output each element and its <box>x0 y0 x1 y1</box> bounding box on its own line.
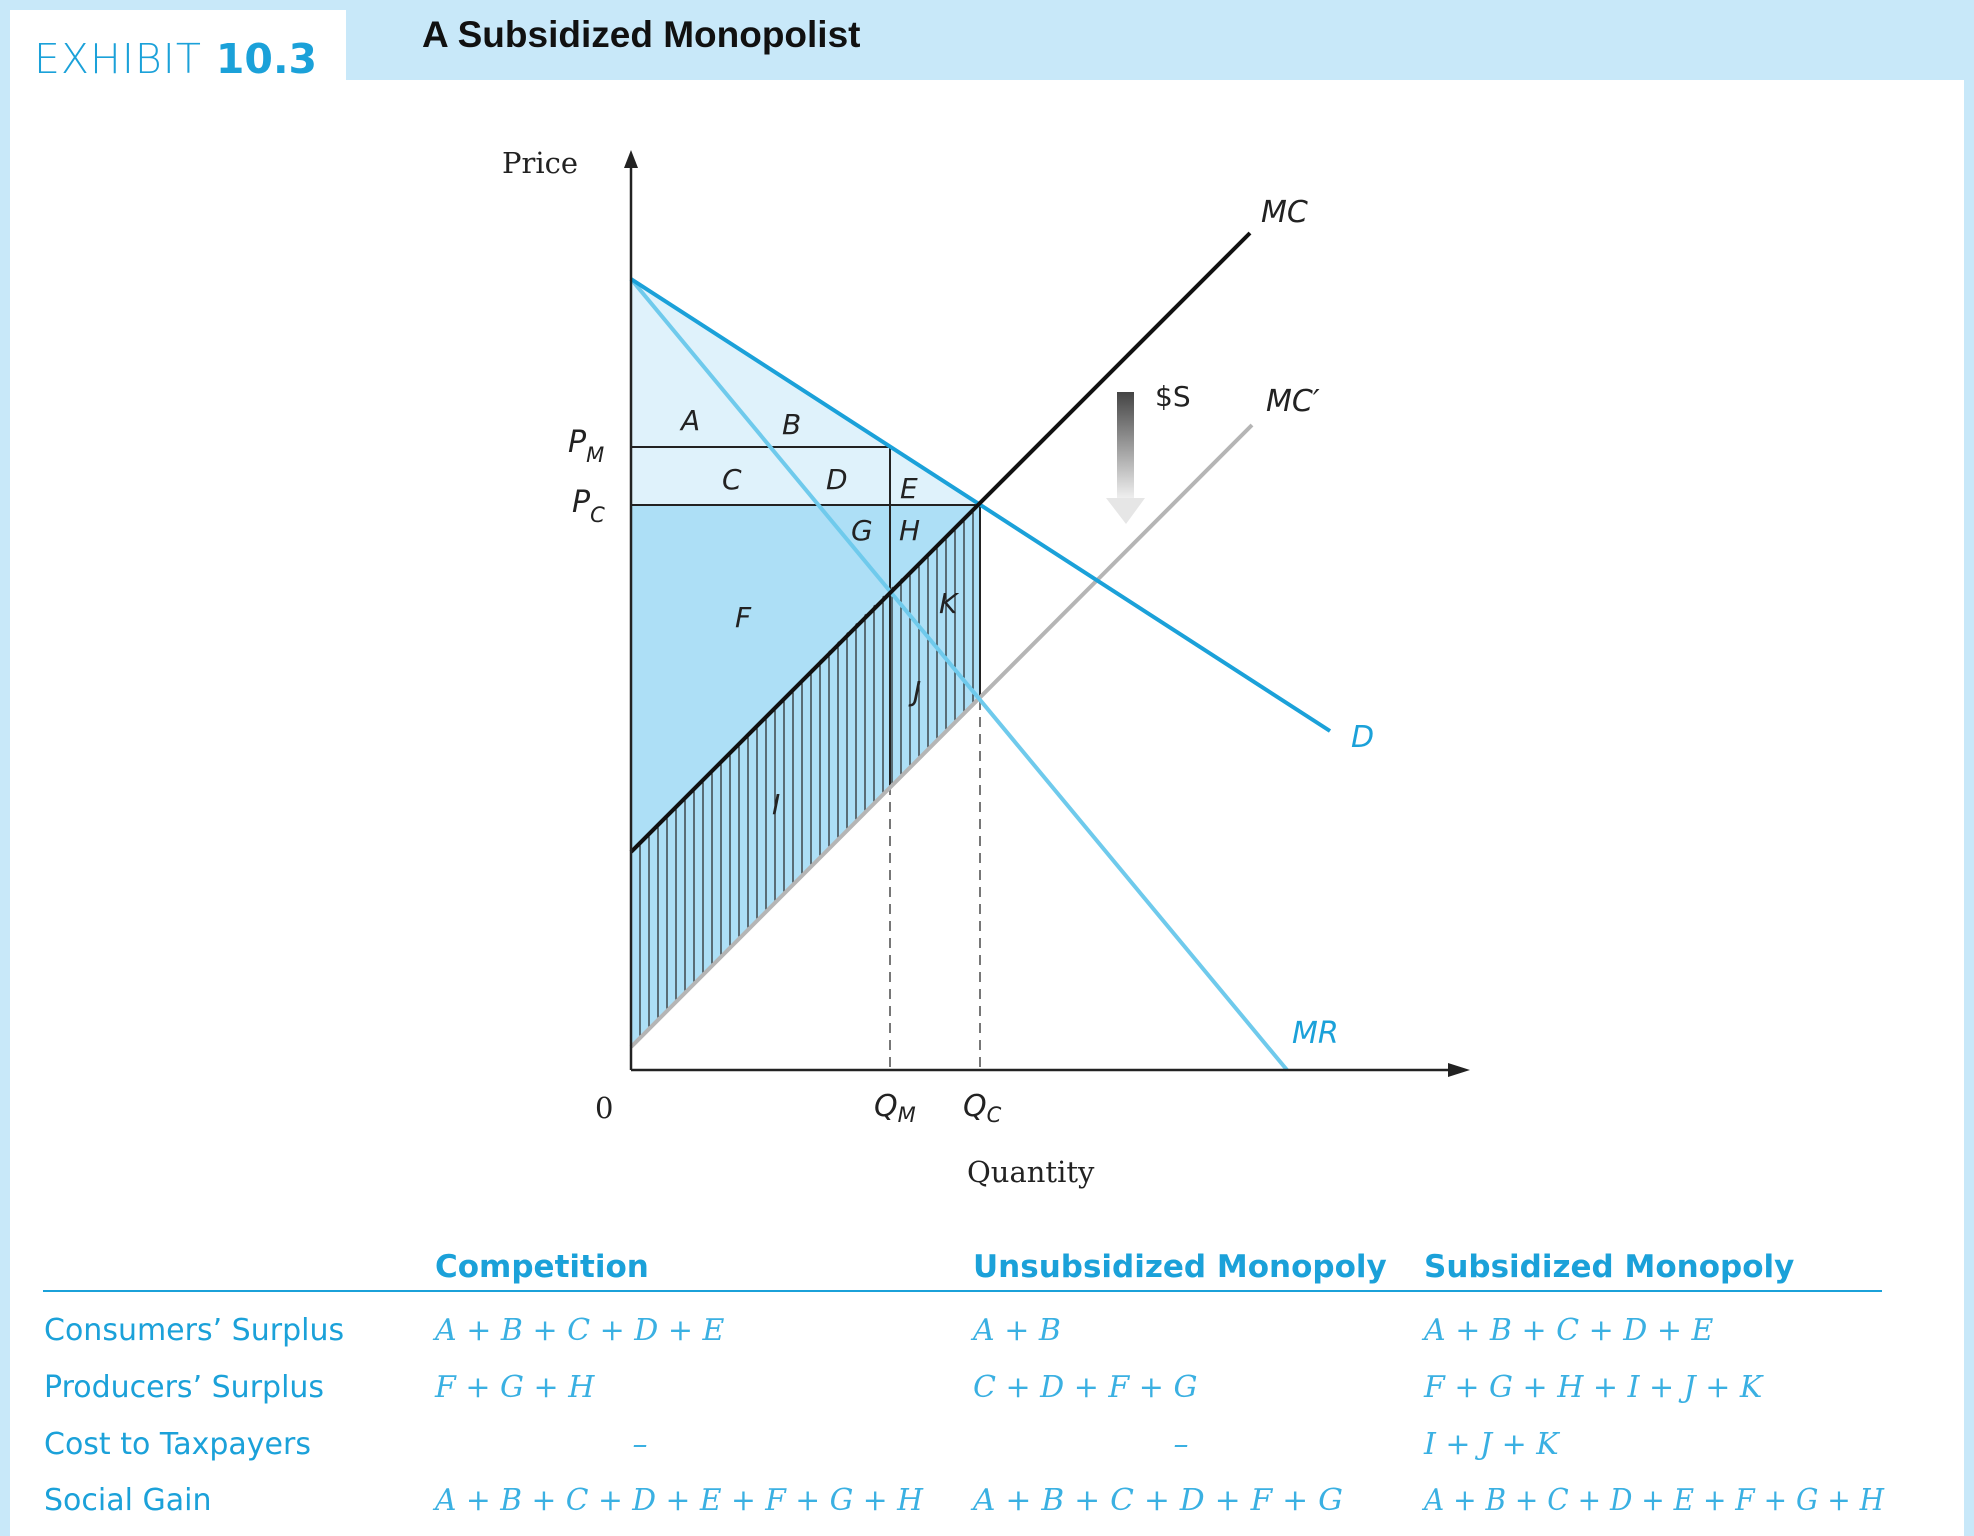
mr-label: MR <box>1292 1016 1339 1051</box>
subsidy-arrow-icon <box>1106 392 1145 524</box>
region-c-label: C <box>722 463 742 496</box>
mc-label: MC <box>1261 195 1308 230</box>
mc-curve <box>629 231 1252 854</box>
cell-social-subsidized: A + B + C + D + E + F + G + H <box>1421 1483 1885 1518</box>
pm-main: P <box>568 425 587 460</box>
cell-social-competition: A + B + C + D + E + F + G + H <box>432 1483 924 1518</box>
region-i-label: I <box>772 788 780 821</box>
region-d-label: D <box>826 463 848 496</box>
region-ijk-fill <box>631 505 980 1047</box>
cell-consumers-subsidized: A + B + C + D + E <box>1421 1313 1714 1348</box>
region-e-label: E <box>900 472 918 505</box>
qm-main: Q <box>874 1089 898 1124</box>
x-axis-arrowhead <box>1448 1063 1470 1077</box>
region-h-label: H <box>899 514 920 547</box>
exhibit-word: EXHIBIT <box>34 34 202 83</box>
cell-cost-competition: – <box>633 1427 648 1462</box>
y-axis-arrowhead <box>624 150 638 168</box>
region-cde-fill <box>631 447 980 505</box>
region-a-label: A <box>679 404 700 437</box>
mr-curve <box>629 277 1289 1072</box>
mc-prime-label: MC′ <box>1266 384 1320 419</box>
region-f-label: F <box>735 601 752 634</box>
region-k-label: K <box>939 587 960 620</box>
qm-label: QM <box>874 1089 916 1127</box>
cell-cost-subsidized: I + J + K <box>1423 1427 1560 1462</box>
qc-main: Q <box>963 1089 987 1124</box>
y-axis-label: Price <box>502 146 578 180</box>
row-label-producers-surplus: Producers’ Surplus <box>44 1370 324 1405</box>
pc-main: P <box>572 485 591 520</box>
row-label-social-gain: Social Gain <box>44 1483 211 1518</box>
region-b-label: B <box>782 408 801 441</box>
x-axis-label: Quantity <box>967 1155 1095 1189</box>
cell-producers-unsubsidized: C + D + F + G <box>973 1370 1197 1405</box>
pc-label: PC <box>572 485 605 527</box>
table-header-competition: Competition <box>435 1249 649 1285</box>
row-label-consumers-surplus: Consumers’ Surplus <box>44 1313 344 1348</box>
pm-label: PM <box>568 425 604 467</box>
qc-label: QC <box>963 1089 1002 1127</box>
mc-prime-curve <box>629 423 1254 1049</box>
demand-label: D <box>1351 720 1374 755</box>
exhibit-badge: EXHIBIT 10.3 <box>10 10 346 107</box>
qc-sub: C <box>987 1103 1002 1127</box>
cell-producers-competition: F + G + H <box>434 1370 595 1405</box>
region-fgh-fill <box>631 505 980 852</box>
cell-producers-subsidized: F + G + H + I + J + K <box>1423 1370 1764 1405</box>
cell-consumers-competition: A + B + C + D + E <box>432 1313 725 1348</box>
region-g-label: G <box>851 514 873 547</box>
exhibit-title: A Subsidized Monopolist <box>422 14 861 55</box>
row-label-cost-to-taxpayers: Cost to Taxpayers <box>44 1427 311 1462</box>
cell-consumers-unsubsidized: A + B <box>970 1313 1061 1348</box>
table-header-unsubsidized: Unsubsidized Monopoly <box>973 1249 1387 1285</box>
subsidy-label: $S <box>1155 380 1191 413</box>
origin-label: 0 <box>595 1091 613 1125</box>
content-panel <box>10 80 1964 1536</box>
pm-sub: M <box>586 443 604 467</box>
pc-sub: C <box>590 503 605 527</box>
cell-social-unsubsidized: A + B + C + D + F + G <box>970 1483 1343 1518</box>
cell-cost-unsubsidized: – <box>1174 1427 1189 1462</box>
qm-sub: M <box>898 1103 916 1127</box>
exhibit-number: 10.3 <box>215 34 318 83</box>
table-header-subsidized: Subsidized Monopoly <box>1424 1249 1794 1285</box>
